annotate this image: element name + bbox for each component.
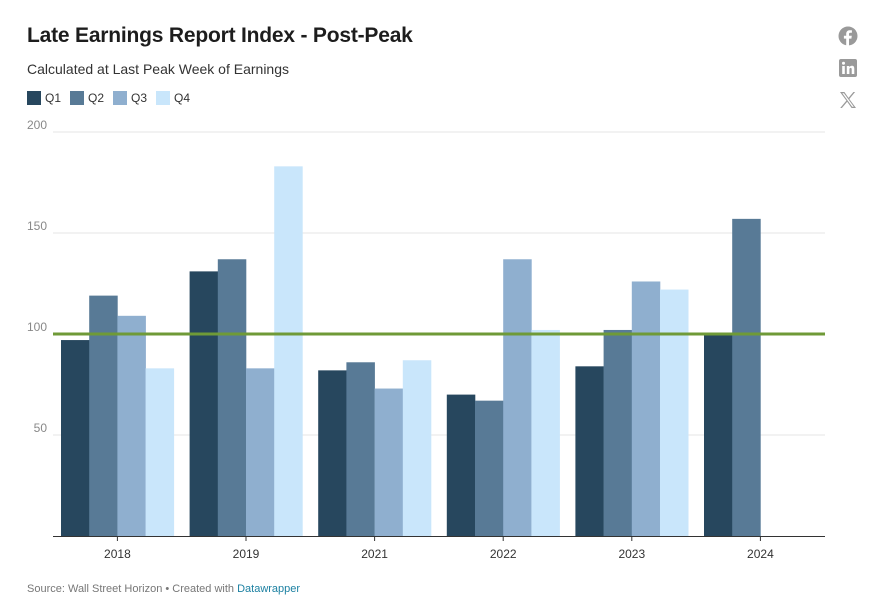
legend-item-q2: Q2 — [70, 91, 104, 105]
y-axis-labels: 50 100 150 200 — [27, 118, 47, 435]
legend-swatch-q3 — [113, 91, 128, 105]
legend-item-q1: Q1 — [27, 91, 61, 105]
legend-label-q4: Q4 — [174, 91, 191, 105]
bar-q4-2023 — [660, 289, 689, 536]
bar-q3-2019 — [246, 368, 275, 536]
x-tick-label: 2021 — [361, 547, 388, 561]
bar-q3-2023 — [631, 281, 661, 536]
x-tick-label: 2023 — [618, 547, 645, 561]
y-tick-label: 50 — [34, 421, 48, 435]
bar-q2-2019 — [217, 259, 247, 536]
bar-group-2024 — [704, 218, 761, 537]
legend: Q1 Q2 Q3 Q4 — [27, 90, 199, 106]
x-tick-label: 2022 — [490, 547, 517, 561]
bar-q3-2022 — [503, 259, 532, 536]
legend-swatch-q4 — [156, 91, 171, 105]
legend-label-q3: Q3 — [131, 91, 148, 105]
x-axis-labels: 2018 2019 2021 2022 2023 2024 — [104, 536, 774, 561]
bar-group-2023 — [575, 281, 689, 536]
legend-swatch-q2 — [70, 91, 85, 105]
bars — [61, 166, 761, 537]
bar-q4-2022 — [531, 329, 560, 536]
bar-q1-2021 — [318, 370, 347, 536]
x-tick-label: 2024 — [747, 547, 774, 561]
bar-q1-2022 — [446, 394, 476, 536]
bar-group-2019 — [189, 166, 303, 536]
bar-group-2018 — [61, 295, 175, 536]
bar-group-2021 — [318, 360, 432, 536]
legend-label-q1: Q1 — [45, 91, 62, 105]
bar-q2-2018 — [89, 295, 118, 536]
y-tick-label: 100 — [27, 320, 47, 334]
bar-q4-2021 — [402, 360, 432, 536]
bar-q1-2023 — [575, 366, 604, 536]
legend-item-q4: Q4 — [156, 91, 190, 105]
bar-q2-2023 — [603, 329, 633, 536]
x-icon[interactable] — [838, 90, 858, 110]
legend-swatch-q1 — [27, 91, 41, 105]
datawrapper-link[interactable]: Datawrapper — [237, 583, 301, 595]
bar-group-2022 — [446, 259, 560, 536]
bar-q1-2024 — [704, 334, 733, 536]
bar-q3-2018 — [117, 315, 146, 536]
bar-q2-2021 — [346, 362, 375, 536]
legend-label-q2: Q2 — [88, 91, 105, 105]
linkedin-icon[interactable] — [838, 58, 858, 78]
bar-q2-2022 — [475, 400, 504, 536]
footer-source: Source: Wall Street Horizon • Created wi… — [27, 583, 238, 595]
bar-q3-2021 — [374, 388, 404, 536]
facebook-icon[interactable] — [838, 26, 858, 46]
footer: Source: Wall Street Horizon • Created wi… — [27, 583, 300, 595]
bar-q4-2018 — [145, 368, 175, 536]
chart-subtitle: Calculated at Last Peak Week of Earnings — [27, 61, 290, 77]
y-tick-label: 200 — [27, 118, 47, 132]
bar-q2-2024 — [732, 218, 761, 537]
bar-q1-2018 — [61, 340, 90, 536]
chart-title: Late Earnings Report Index - Post-Peak — [27, 24, 413, 47]
x-tick-label: 2018 — [104, 547, 131, 561]
x-tick-label: 2019 — [233, 547, 260, 561]
y-tick-label: 150 — [27, 219, 47, 233]
bar-q4-2019 — [274, 166, 303, 536]
legend-item-q3: Q3 — [113, 91, 147, 105]
bar-q1-2019 — [189, 271, 219, 536]
